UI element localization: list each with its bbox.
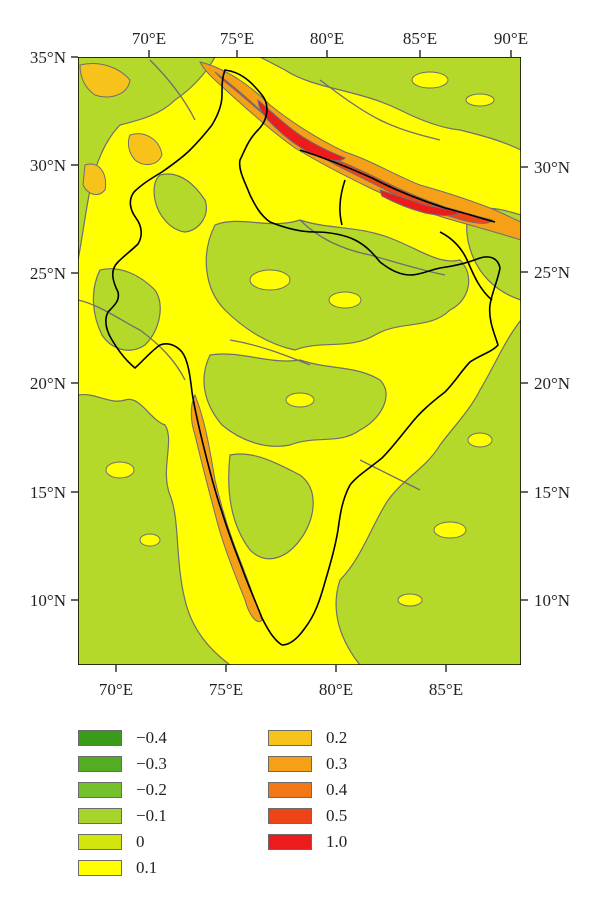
legend-label: −0.1: [136, 806, 167, 825]
orange-contour-regions: [79, 61, 521, 623]
legend-item: −0.3: [78, 754, 167, 774]
lon-label-top: 90°E: [494, 29, 528, 48]
legend-item: 1.0: [268, 832, 347, 852]
legend-item: 0.4: [268, 780, 347, 800]
lon-label-top: 75°E: [220, 29, 254, 48]
lon-label-top: 70°E: [132, 29, 166, 48]
legend-label: 1.0: [326, 832, 348, 851]
legend-item: 0.5: [268, 806, 347, 826]
legend-swatch: [268, 834, 312, 850]
lon-label-bottom: 70°E: [99, 680, 133, 699]
lon-label-top: 80°E: [310, 29, 344, 48]
lat-labels-left: 35°N 30°N 25°N 20°N 15°N 10°N: [30, 48, 66, 610]
legend-label: −0.4: [136, 728, 167, 747]
lon-label-bottom: 85°E: [429, 680, 463, 699]
legend-swatch: [78, 730, 122, 746]
legend-item: 0: [78, 832, 145, 852]
legend-label: 0.1: [136, 858, 158, 877]
legend-label: 0.2: [326, 728, 348, 747]
lat-label-left: 20°N: [30, 374, 66, 393]
lon-label-top: 85°E: [403, 29, 437, 48]
axis-ticks: [71, 50, 528, 672]
legend-label: −0.3: [136, 754, 167, 773]
legend-swatch: [78, 756, 122, 772]
legend-item: 0.3: [268, 754, 347, 774]
lat-label-left: 15°N: [30, 483, 66, 502]
lat-label-right: 20°N: [534, 374, 570, 393]
coastline-and-borders: [105, 69, 501, 646]
legend-swatch: [268, 808, 312, 824]
legend-item: −0.1: [78, 806, 167, 826]
lat-label-right: 25°N: [534, 263, 570, 282]
legend-item: 0.1: [78, 858, 157, 878]
legend-label: 0: [136, 832, 145, 851]
lat-label-right: 10°N: [534, 591, 570, 610]
red-contour-regions: [214, 71, 493, 224]
legend-label: 0.3: [326, 754, 348, 773]
lon-label-bottom: 80°E: [319, 680, 353, 699]
legend-right-column: 0.2 0.3 0.4 0.5 1.0: [268, 728, 468, 868]
lat-label-left: 25°N: [30, 264, 66, 283]
legend-swatch: [268, 756, 312, 772]
lat-labels-right: 30°N 25°N 20°N 15°N 10°N: [534, 158, 570, 610]
legend-swatch: [78, 860, 122, 876]
lon-labels-bottom: 70°E 75°E 80°E 85°E: [99, 680, 463, 699]
lat-label-right: 15°N: [534, 483, 570, 502]
legend-swatch: [268, 782, 312, 798]
legend-label: −0.2: [136, 780, 167, 799]
lat-label-right: 30°N: [534, 158, 570, 177]
lon-label-bottom: 75°E: [209, 680, 243, 699]
legend-item: −0.4: [78, 728, 167, 748]
legend-label: 0.5: [326, 806, 348, 825]
lat-label-left: 10°N: [30, 591, 66, 610]
legend-swatch: [268, 730, 312, 746]
yellow-islands: [105, 71, 495, 607]
legend-swatch: [78, 808, 122, 824]
legend-item: 0.2: [268, 728, 347, 748]
grey-contour-lines: [78, 59, 446, 491]
legend-swatch: [78, 782, 122, 798]
legend: −0.4 −0.3 −0.2 −0.1 0 0.1: [78, 728, 318, 888]
lon-labels-top: 70°E 75°E 80°E 85°E 90°E: [132, 29, 528, 48]
legend-swatch: [78, 834, 122, 850]
lat-label-left: 30°N: [30, 156, 66, 175]
legend-item: −0.2: [78, 780, 167, 800]
map-panel: [78, 57, 521, 665]
legend-label: 0.4: [326, 780, 348, 799]
lat-label-left: 35°N: [30, 48, 66, 67]
